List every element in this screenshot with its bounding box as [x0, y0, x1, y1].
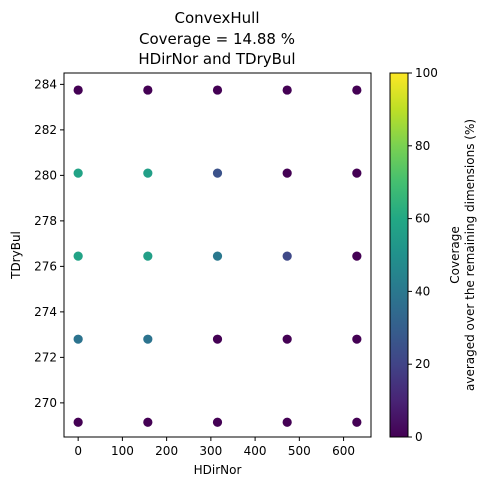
data-point: [73, 334, 83, 344]
data-point: [143, 251, 153, 261]
data-point: [282, 85, 292, 95]
data-point: [282, 168, 292, 178]
data-points: [73, 85, 362, 427]
colorbar-tick-label: 80: [415, 139, 430, 153]
plot-area: [63, 72, 372, 438]
data-point: [73, 251, 83, 261]
data-point: [352, 85, 362, 95]
data-point: [282, 251, 292, 261]
data-point: [212, 417, 223, 427]
data-point: [282, 334, 292, 344]
y-axis-label: TDryBul: [9, 231, 23, 280]
data-point: [212, 85, 223, 95]
colorbar-label-line-1: Coverage: [448, 226, 462, 284]
colorbar-tick-label: 20: [415, 357, 430, 371]
x-axis-ticks: 0 100 200 300 400 500 600: [74, 437, 355, 458]
colorbar-ticks: 0 20 40 60 80 100: [408, 66, 438, 444]
data-point: [352, 334, 362, 344]
x-tick-label: 100: [111, 444, 134, 458]
x-tick-label: 200: [155, 444, 178, 458]
colorbar-tick-label: 100: [415, 66, 438, 80]
x-tick-label: 300: [199, 444, 222, 458]
data-point: [73, 85, 83, 95]
data-point: [143, 417, 153, 427]
colorbar-label-line-2: averaged over the remaining dimensions (…: [463, 119, 477, 391]
colorbar-tick-label: 60: [415, 212, 430, 226]
x-tick-label: 500: [288, 444, 311, 458]
y-tick-label: 272: [34, 350, 57, 364]
y-tick-label: 280: [34, 168, 57, 182]
data-point: [212, 251, 223, 261]
colorbar: [389, 72, 409, 438]
data-point: [73, 417, 83, 427]
data-point: [282, 417, 292, 427]
colorbar-tick-label: 40: [415, 284, 430, 298]
data-point: [352, 168, 362, 178]
data-point: [212, 334, 223, 344]
data-point: [73, 168, 83, 178]
data-point: [352, 417, 362, 427]
chart-title-line-2: Coverage = 14.88 %: [139, 30, 295, 48]
x-axis-label: HDirNor: [194, 463, 242, 477]
data-point: [143, 85, 153, 95]
y-tick-label: 276: [34, 259, 57, 273]
data-point: [212, 168, 223, 178]
chart-title-line-1: ConvexHull: [175, 9, 260, 27]
data-point: [143, 334, 153, 344]
chart-title-line-3: HDirNor and TDryBul: [138, 50, 295, 68]
y-tick-label: 282: [34, 123, 57, 137]
y-tick-label: 274: [34, 305, 57, 319]
x-tick-label: 600: [332, 444, 355, 458]
y-tick-label: 284: [34, 77, 57, 91]
y-tick-label: 270: [34, 396, 57, 410]
y-axis-ticks: 270 272 274 276 278 280 282 284: [34, 77, 64, 410]
x-tick-label: 0: [74, 444, 82, 458]
data-point: [143, 168, 153, 178]
data-point: [352, 251, 362, 261]
colorbar-tick-label: 0: [415, 430, 423, 444]
y-tick-label: 278: [34, 214, 57, 228]
x-tick-label: 400: [244, 444, 267, 458]
